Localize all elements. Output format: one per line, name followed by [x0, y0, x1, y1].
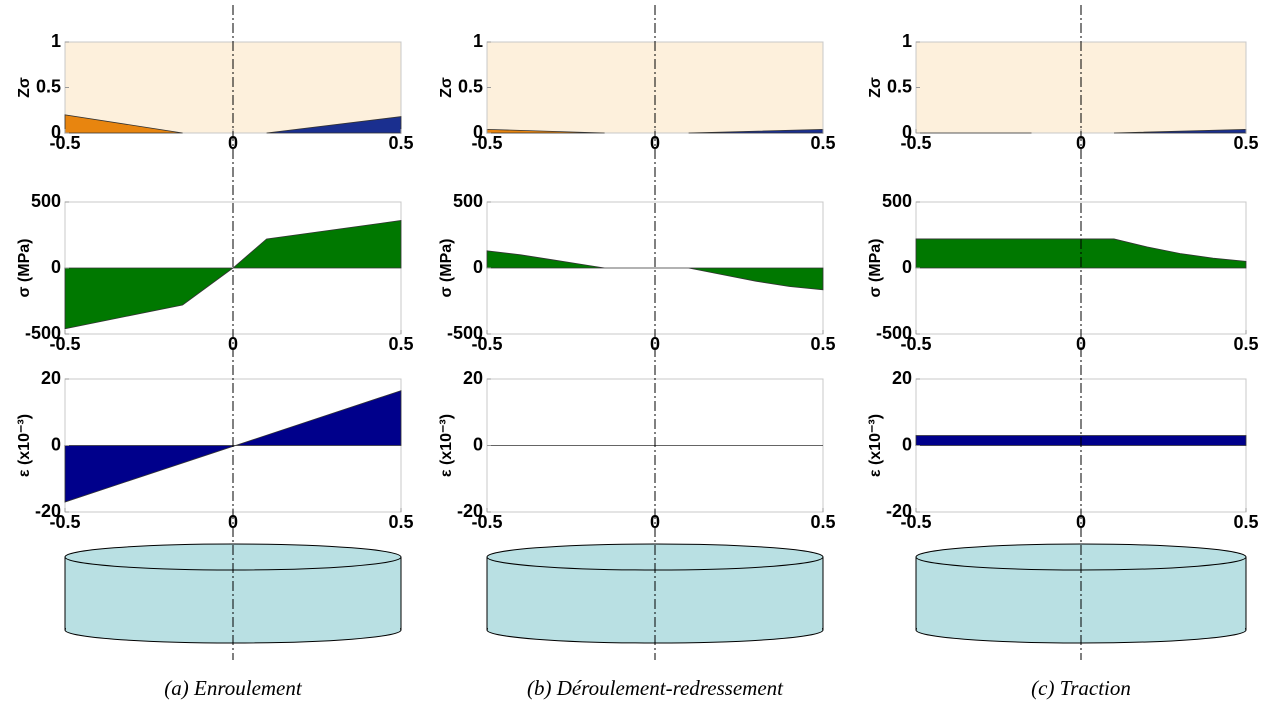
y-tick-label: 1	[51, 31, 61, 51]
y-tick-label: -20	[457, 501, 483, 521]
y-axis-label: σ (MPa)	[438, 239, 455, 298]
caption: (b) Déroulement-redressement	[527, 676, 784, 700]
y-tick-label: 0	[51, 122, 61, 142]
caption: (a) Enroulement	[164, 676, 303, 700]
x-tick-label: -0.5	[471, 512, 502, 532]
x-tick-label: 0.5	[388, 334, 413, 354]
x-tick-label: 0.5	[388, 512, 413, 532]
y-tick-label: 0	[473, 122, 483, 142]
y-tick-label: 0	[473, 257, 483, 277]
caption: (c) Traction	[1031, 676, 1131, 700]
x-tick-label: -0.5	[49, 334, 80, 354]
y-tick-label: 0.5	[458, 76, 483, 96]
x-tick-label: -0.5	[900, 133, 931, 153]
y-axis-label: σ (MPa)	[867, 239, 884, 298]
chart: -20 0 20 -0.5 0 0.5 ε (x10⁻³)	[16, 368, 413, 532]
y-axis-label: ε (x10⁻³)	[867, 414, 884, 477]
y-tick-label: -500	[876, 323, 912, 343]
x-tick-label: 0.5	[1233, 133, 1258, 153]
y-tick-label: 0	[902, 434, 912, 454]
area	[64, 390, 402, 503]
chart: 00.51-0.5 0 0.5Zσ	[16, 31, 413, 153]
area	[64, 114, 183, 134]
y-tick-label: 0	[51, 434, 61, 454]
y-tick-label: 0.5	[36, 76, 61, 96]
chart: 00.51-0.5 0 0.5Zσ	[438, 31, 835, 153]
x-tick-label: 0	[228, 512, 238, 532]
y-tick-label: -500	[25, 323, 61, 343]
x-tick-label: 0	[650, 133, 660, 153]
area	[266, 116, 402, 134]
y-tick-label: 0	[473, 434, 483, 454]
y-tick-label: 0	[902, 257, 912, 277]
y-tick-label: -20	[886, 501, 912, 521]
x-tick-label: -0.5	[900, 334, 931, 354]
y-tick-label: 500	[31, 191, 61, 211]
x-tick-label: -0.5	[471, 133, 502, 153]
chart: -20 0 20 -0.5 0 0.5 ε (x10⁻³)	[867, 368, 1258, 532]
y-tick-label: 20	[892, 368, 912, 388]
x-tick-label: 0.5	[1233, 512, 1258, 532]
y-tick-label: 1	[473, 31, 483, 51]
chart: 00.51-0.5 0 0.5Zσ	[867, 31, 1258, 153]
y-tick-label: 500	[453, 191, 483, 211]
x-tick-label: 0	[1076, 133, 1086, 153]
x-tick-label: -0.5	[49, 133, 80, 153]
x-tick-label: -0.5	[900, 512, 931, 532]
x-tick-label: -0.5	[471, 334, 502, 354]
y-tick-label: 1	[902, 31, 912, 51]
y-tick-label: 0	[51, 257, 61, 277]
area	[64, 220, 402, 330]
y-axis-label: Zσ	[16, 77, 33, 98]
x-tick-label: 0.5	[810, 512, 835, 532]
y-axis-label: σ (MPa)	[16, 239, 33, 298]
y-tick-label: 20	[463, 368, 483, 388]
x-tick-label: 0.5	[1233, 334, 1258, 354]
x-tick-label: -0.5	[49, 512, 80, 532]
x-tick-label: 0	[228, 133, 238, 153]
y-tick-label: -20	[35, 501, 61, 521]
y-tick-label: -500	[447, 323, 483, 343]
y-axis-label: Zσ	[867, 77, 884, 98]
y-axis-label: ε (x10⁻³)	[16, 414, 33, 477]
x-tick-label: 0	[650, 512, 660, 532]
x-tick-label: 0.5	[810, 133, 835, 153]
y-tick-label: 20	[41, 368, 61, 388]
y-tick-label: 500	[882, 191, 912, 211]
y-tick-label: 0	[902, 122, 912, 142]
y-axis-label: ε (x10⁻³)	[438, 414, 455, 477]
x-tick-label: 0.5	[388, 133, 413, 153]
y-axis-label: Zσ	[438, 77, 455, 98]
y-tick-label: 0.5	[887, 76, 912, 96]
x-tick-label: 0	[1076, 512, 1086, 532]
x-tick-label: 0.5	[810, 334, 835, 354]
area	[486, 250, 824, 291]
chart: -20 0 20 -0.5 0 0.5 ε (x10⁻³)	[438, 368, 835, 532]
